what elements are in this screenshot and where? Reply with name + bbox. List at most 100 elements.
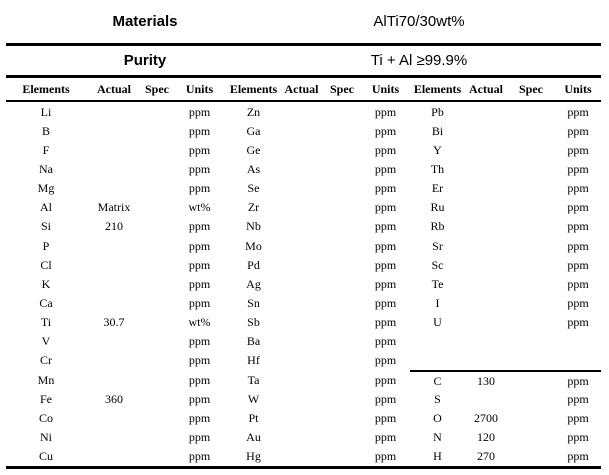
table-cell <box>142 217 172 236</box>
table-cell <box>86 159 142 178</box>
table-cell <box>142 255 172 274</box>
table-cell: ppm <box>567 276 589 291</box>
table-cell <box>465 102 507 121</box>
table-cell: ppm <box>374 161 397 176</box>
table-cell <box>86 255 142 274</box>
column-header: Spec <box>330 82 354 96</box>
column-header: Elements <box>413 82 462 96</box>
table-cell: 130 <box>465 369 507 389</box>
table-cell <box>507 217 555 236</box>
table-cell <box>507 179 555 198</box>
table-cell: Ba <box>246 334 261 349</box>
table-cell <box>410 351 465 370</box>
table-cell: Si <box>40 219 51 234</box>
table-cell: ppm <box>188 257 211 272</box>
table-cell <box>280 332 323 351</box>
table-cell: ppm <box>374 142 397 157</box>
table-cell: ppm <box>188 449 211 464</box>
table-cell <box>323 121 361 140</box>
table-cell: Ga <box>246 123 261 138</box>
column-header: Elements <box>229 82 278 96</box>
table-cell: ppm <box>188 104 211 119</box>
table-cell <box>507 102 555 121</box>
table-cell: U <box>433 315 442 330</box>
table-cell: Sr <box>432 238 443 253</box>
table-cell <box>280 313 323 332</box>
table-cell: Rb <box>430 219 445 234</box>
table-cell <box>323 313 361 332</box>
table-cell <box>280 255 323 274</box>
table-cell <box>507 389 555 408</box>
table-cell <box>323 389 361 408</box>
table-cell: ppm <box>567 161 589 176</box>
table-cell: ppm <box>374 276 397 291</box>
table-cell <box>465 236 507 255</box>
table-cell <box>465 332 507 351</box>
table-cell <box>323 255 361 274</box>
table-cell <box>86 332 142 351</box>
table-cell <box>142 102 172 121</box>
table-cell <box>323 351 361 370</box>
divider-line-header <box>6 100 601 102</box>
table-cell <box>323 198 361 217</box>
table-cell <box>465 179 507 198</box>
table-cell <box>280 159 323 178</box>
table-cell: Fe <box>40 391 52 406</box>
table-cell: V <box>41 334 51 349</box>
table-cell <box>142 427 172 446</box>
table-cell <box>86 102 142 121</box>
table-cell: ppm <box>374 257 397 272</box>
table-cell <box>142 370 172 389</box>
table-cell: ppm <box>374 123 397 138</box>
table-cell: ppm <box>188 429 211 444</box>
table-cell <box>410 332 465 351</box>
table-cell <box>142 447 172 466</box>
table-cell: Zn <box>246 104 261 119</box>
table-cell <box>465 389 507 408</box>
table-cell <box>280 102 323 121</box>
purity-label: Purity <box>123 52 167 69</box>
table-cell: Co <box>38 410 53 425</box>
table-cell: ppm <box>374 391 397 406</box>
table-cell <box>142 159 172 178</box>
table-cell: Zr <box>247 200 260 215</box>
table-cell <box>507 427 555 446</box>
column-header: Spec <box>519 82 543 96</box>
table-cell <box>465 255 507 274</box>
table-cell: Al <box>40 200 52 215</box>
table-cell: Cr <box>40 353 52 368</box>
table-cell: Li <box>40 104 52 119</box>
table-cell <box>323 370 361 389</box>
table-cell <box>507 255 555 274</box>
table-cell: Pb <box>431 104 444 119</box>
table-cell: Sc <box>431 257 444 272</box>
purity-value: Ti + Al ≥99.9% <box>370 52 468 69</box>
table-cell: 360 <box>105 391 123 406</box>
column-header: Elements <box>22 82 70 96</box>
table-cell <box>280 274 323 293</box>
table-cell: B <box>41 123 50 138</box>
table-cell: Er <box>431 181 444 196</box>
column-header: Spec <box>145 82 169 96</box>
table-cell: ppm <box>374 334 397 349</box>
table-cell <box>465 140 507 159</box>
materials-label: Materials <box>112 13 178 30</box>
materials-row: Materials AlTi70/30wt% <box>0 0 609 43</box>
table-cell: ppm <box>567 104 589 119</box>
table-cell <box>280 447 323 466</box>
table-cell: Hf <box>247 353 260 368</box>
table-cell <box>323 217 361 236</box>
divider-line-top <box>6 43 601 46</box>
table-cell <box>507 121 555 140</box>
table-cell: ppm <box>188 410 211 425</box>
table-cell: C <box>410 369 465 389</box>
table-cell: Nb <box>246 219 261 234</box>
table-cell <box>465 313 507 332</box>
table-cell <box>507 293 555 312</box>
table-cell: Te <box>431 276 444 291</box>
table-cell <box>280 351 323 370</box>
table-cell <box>86 121 142 140</box>
table-cell <box>323 236 361 255</box>
table-cell: wt% <box>188 200 211 215</box>
